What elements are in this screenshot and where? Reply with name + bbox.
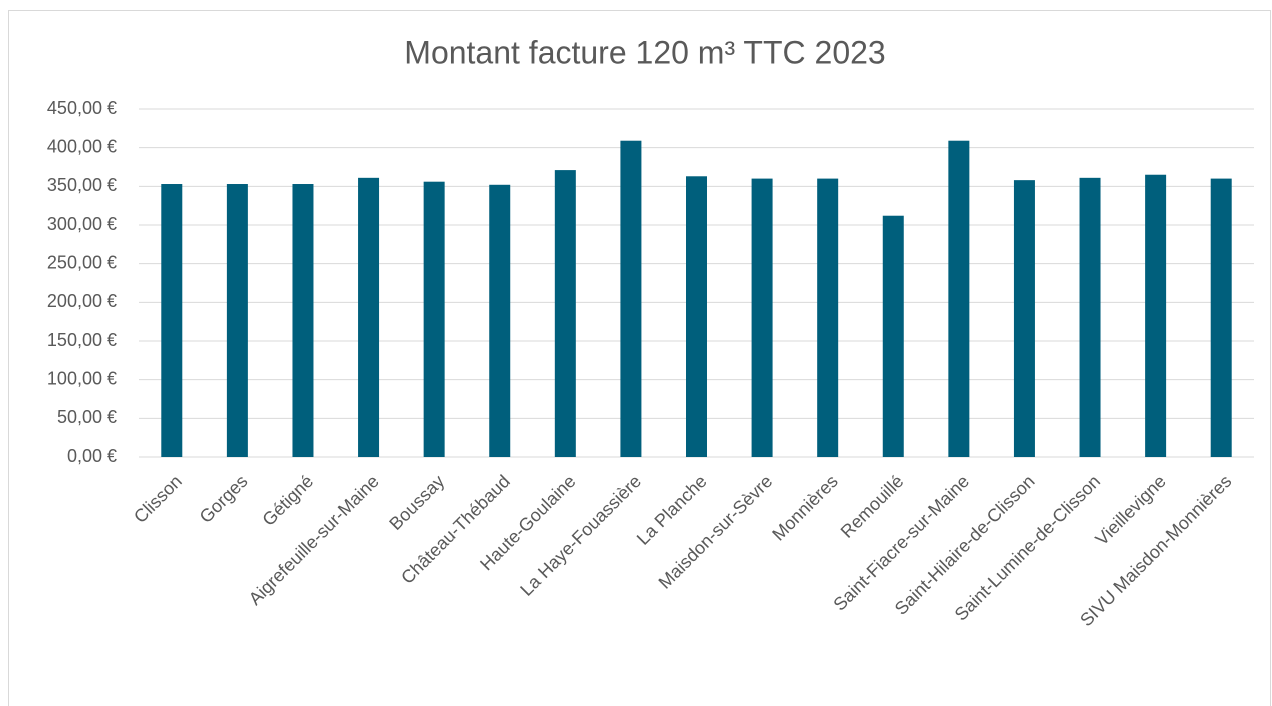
bar [620,140,642,457]
bar [1210,178,1232,457]
bar [1079,177,1101,457]
bar [751,178,773,457]
y-tick-label: 450,00 € [47,98,117,118]
bar [882,215,904,457]
y-tick-label: 350,00 € [47,175,117,195]
bar [1013,180,1035,457]
bar [489,184,511,457]
y-tick-label: 50,00 € [57,407,117,427]
y-tick-label: 200,00 € [47,291,117,311]
chart-title: Montant facture 120 m³ TTC 2023 [404,34,885,70]
bar [1145,174,1167,457]
y-tick-label: 150,00 € [47,330,117,350]
bar [686,176,707,457]
bar [554,170,576,458]
y-tick-label: 100,00 € [47,368,117,388]
bar [948,140,970,457]
bar [817,178,839,457]
y-tick-label: 0,00 € [67,446,117,466]
y-tick-label: 250,00 € [47,252,117,272]
bar [226,184,248,457]
y-tick-label: 400,00 € [47,136,117,156]
bar [161,184,183,457]
bar [423,181,445,457]
y-tick-label: 300,00 € [47,214,117,234]
bar [358,177,380,457]
bar [292,184,314,457]
